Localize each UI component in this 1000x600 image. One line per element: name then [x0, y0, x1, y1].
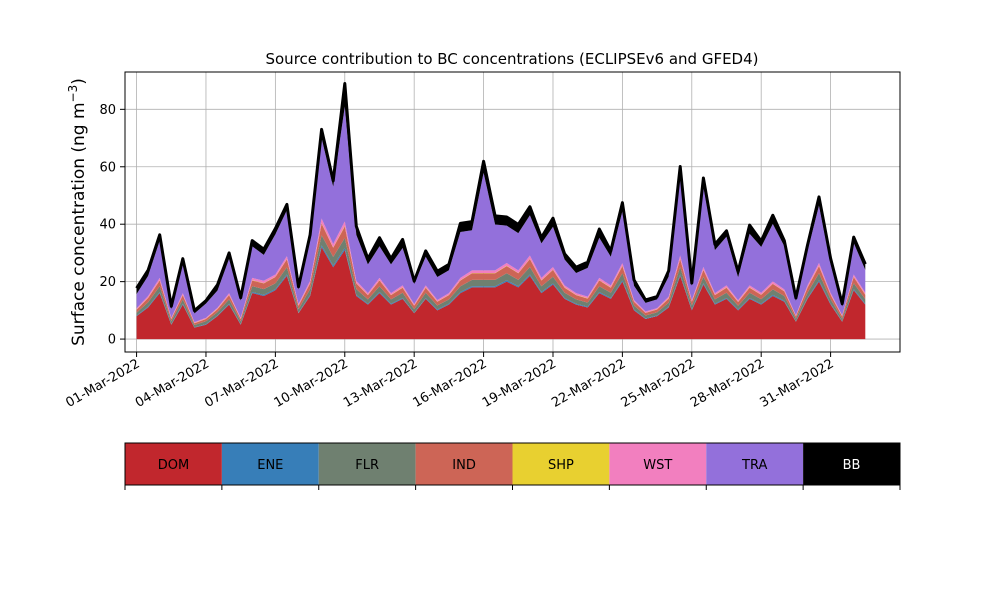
legend-label-tra: TRA	[741, 458, 767, 473]
y-tick-label-0: 0	[108, 333, 116, 348]
y-axis-label-close: )	[69, 78, 89, 85]
y-axis-label: Surface concentration (ng m−3)	[66, 78, 89, 346]
legend-swatch-dom	[125, 443, 222, 485]
legend-label-ind: IND	[452, 458, 476, 473]
y-axis-label-text: Surface concentration (ng m	[69, 102, 89, 345]
x-tick-label-4: 13-Mar-2022	[341, 356, 420, 410]
x-tick-label-8: 25-Mar-2022	[619, 356, 698, 410]
legend-swatch-ind	[415, 443, 513, 485]
y-axis: 0 20 40 60 80	[99, 103, 125, 348]
x-tick-label-10: 31-Mar-2022	[757, 356, 836, 410]
x-tick-label-2: 07-Mar-2022	[202, 356, 281, 410]
total-outline	[135, 82, 867, 313]
y-axis-label-exponent: −3	[66, 85, 80, 103]
legend-label-bb: BB	[843, 458, 861, 473]
y-tick-label-4: 80	[99, 103, 116, 118]
legend-swatch-bb	[803, 443, 900, 485]
legend-swatch-wst	[609, 443, 707, 485]
legend-label-shp: SHP	[548, 458, 574, 473]
legend-label-dom: DOM	[158, 458, 189, 473]
x-tick-label-3: 10-Mar-2022	[272, 356, 351, 410]
legend-swatch-shp	[512, 443, 610, 485]
area-tra	[136, 106, 866, 323]
y-tick-label-1: 20	[99, 275, 116, 290]
legend-swatch-tra	[706, 443, 804, 485]
chart-title: Source contribution to BC concentrations…	[265, 50, 758, 68]
legend-label-ene: ENE	[257, 458, 283, 473]
x-tick-label-1: 04-Mar-2022	[133, 356, 212, 410]
x-tick-label-9: 28-Mar-2022	[688, 356, 767, 410]
legend-swatch-ene	[221, 443, 319, 485]
x-axis: 01-Mar-202204-Mar-202207-Mar-202210-Mar-…	[63, 352, 837, 411]
area-flr	[136, 235, 866, 328]
x-tick-label-0: 01-Mar-2022	[63, 356, 142, 410]
plot-frame	[124, 71, 901, 353]
area-dom	[136, 247, 866, 340]
legend-colorbar: DOM ENE FLR IND SHP WST TRA BB	[124, 442, 901, 490]
y-tick-label-2: 40	[99, 218, 116, 233]
x-tick-label-7: 22-Mar-2022	[549, 356, 628, 410]
legend-label-wst: WST	[643, 458, 672, 473]
stacked-areas	[135, 82, 867, 340]
legend-label-flr: FLR	[355, 458, 379, 473]
area-ind	[136, 223, 866, 325]
y-tick-label-3: 60	[99, 160, 116, 175]
x-tick-label-5: 16-Mar-2022	[410, 356, 489, 410]
x-tick-label-6: 19-Mar-2022	[480, 356, 559, 410]
legend-swatch-flr	[318, 443, 416, 485]
